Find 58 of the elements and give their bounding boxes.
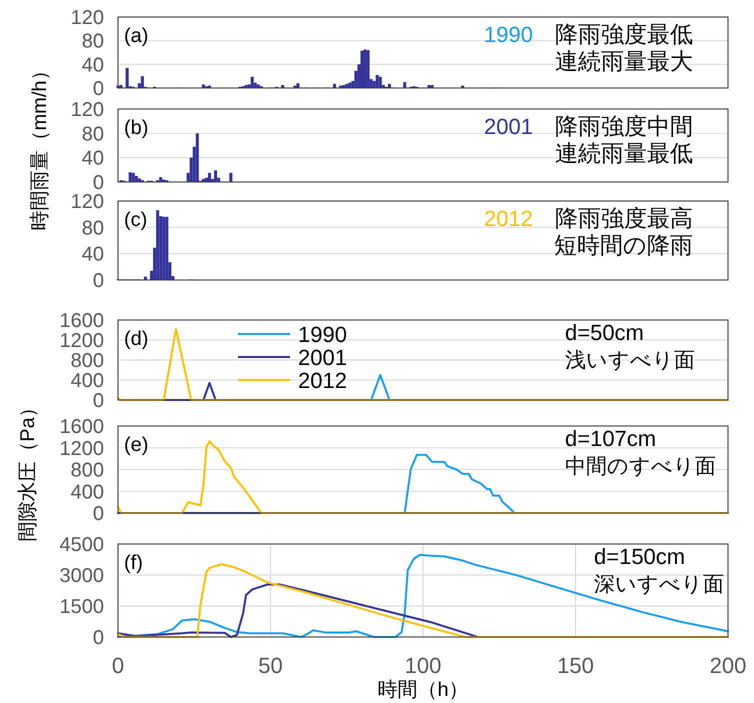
legend-label: 2001 bbox=[298, 345, 347, 370]
annotation: 降雨強度最高 bbox=[555, 205, 693, 231]
y-tick-label: 3000 bbox=[60, 565, 104, 587]
annotation: 2012 bbox=[484, 206, 533, 231]
x-tick-label: 100 bbox=[404, 653, 442, 678]
y-tick-label: 80 bbox=[82, 217, 104, 240]
annotation: 連続雨量最大 bbox=[555, 48, 693, 74]
y-tick-label: 40 bbox=[82, 148, 104, 170]
y-tick-label: 80 bbox=[82, 30, 104, 53]
annotation: (b) bbox=[124, 117, 148, 139]
legend-label: 1990 bbox=[298, 322, 347, 347]
y-tick-label: 1200 bbox=[60, 330, 104, 352]
annotation: 中間のすべり面 bbox=[565, 455, 716, 478]
annotation: (a) bbox=[124, 25, 148, 47]
annotation: (c) bbox=[124, 209, 148, 231]
y-axis-title: 間隙水圧（Pa） bbox=[17, 397, 39, 542]
annotation: 浅いすべり面 bbox=[565, 349, 695, 372]
annotation: 1990 bbox=[484, 22, 533, 47]
x-tick-label: 50 bbox=[258, 653, 283, 678]
annotation: 連続雨量最低 bbox=[555, 140, 693, 166]
y-tick-label: 0 bbox=[92, 390, 104, 412]
x-tick-label: 150 bbox=[557, 653, 594, 678]
y-tick-label: 1600 bbox=[60, 310, 104, 332]
y-tick-label: 400 bbox=[70, 370, 104, 392]
y-tick-label: 120 bbox=[70, 191, 104, 213]
y-tick-label: 80 bbox=[82, 123, 104, 146]
annotation: 短時間の降雨 bbox=[554, 232, 693, 258]
annotation: 深いすべり面 bbox=[594, 573, 724, 596]
annotation: d=150cm bbox=[594, 544, 686, 569]
annotation: 降雨強度最低 bbox=[555, 21, 693, 47]
y-tick-label: 0 bbox=[92, 78, 104, 100]
y-tick-label: 4500 bbox=[60, 534, 104, 556]
y-tick-label: 120 bbox=[70, 7, 104, 29]
y-tick-label: 120 bbox=[70, 99, 104, 121]
annotation: 2001 bbox=[484, 114, 533, 139]
annotation: (f) bbox=[124, 552, 143, 574]
y-tick-label: 0 bbox=[92, 627, 104, 649]
y-axis-title: 時間雨量（mm/h） bbox=[29, 60, 51, 230]
y-tick-label: 1500 bbox=[60, 596, 104, 618]
x-axis-title: 時間（h） bbox=[377, 679, 469, 701]
annotation: (e) bbox=[124, 434, 148, 456]
y-tick-label: 0 bbox=[92, 270, 104, 292]
y-tick-label: 0 bbox=[92, 172, 104, 194]
y-tick-label: 1200 bbox=[60, 438, 104, 460]
legend-label: 2012 bbox=[298, 368, 347, 393]
y-tick-label: 1600 bbox=[60, 416, 104, 438]
x-tick-label: 0 bbox=[112, 653, 124, 678]
y-tick-label: 800 bbox=[70, 460, 104, 482]
y-tick-label: 800 bbox=[70, 350, 104, 372]
annotation: d=50cm bbox=[565, 320, 644, 345]
annotation: (d) bbox=[124, 328, 148, 350]
x-tick-label: 200 bbox=[710, 653, 746, 678]
annotation: d=107cm bbox=[565, 426, 656, 451]
y-tick-label: 0 bbox=[92, 503, 104, 525]
y-tick-label: 40 bbox=[82, 54, 104, 76]
y-tick-label: 400 bbox=[70, 481, 104, 504]
y-tick-label: 40 bbox=[82, 244, 104, 266]
annotation: 降雨強度中間 bbox=[555, 113, 693, 139]
